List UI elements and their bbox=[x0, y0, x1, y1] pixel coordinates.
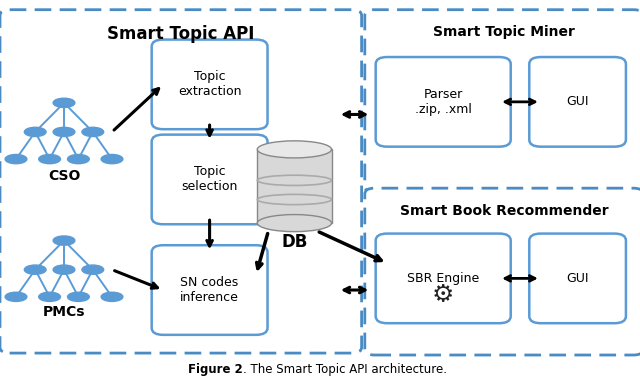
Ellipse shape bbox=[5, 292, 27, 301]
Ellipse shape bbox=[101, 292, 123, 301]
FancyBboxPatch shape bbox=[365, 10, 640, 192]
Text: CSO: CSO bbox=[48, 169, 80, 183]
FancyBboxPatch shape bbox=[152, 245, 268, 335]
FancyBboxPatch shape bbox=[529, 57, 626, 147]
Ellipse shape bbox=[24, 265, 46, 274]
Text: GUI: GUI bbox=[566, 95, 589, 108]
Text: Topic
selection: Topic selection bbox=[181, 165, 238, 194]
Text: Topic
extraction: Topic extraction bbox=[178, 70, 241, 99]
Text: ⚙: ⚙ bbox=[432, 283, 454, 307]
Text: Smart Topic Miner: Smart Topic Miner bbox=[433, 25, 575, 39]
Ellipse shape bbox=[68, 154, 90, 164]
FancyBboxPatch shape bbox=[152, 40, 268, 129]
Ellipse shape bbox=[53, 127, 75, 137]
Ellipse shape bbox=[68, 292, 90, 301]
FancyBboxPatch shape bbox=[0, 10, 362, 353]
FancyBboxPatch shape bbox=[529, 234, 626, 323]
Ellipse shape bbox=[53, 98, 75, 107]
Text: Smart Book Recommender: Smart Book Recommender bbox=[400, 204, 608, 218]
FancyBboxPatch shape bbox=[152, 135, 268, 224]
Text: Figure 2: Figure 2 bbox=[188, 363, 243, 376]
Ellipse shape bbox=[24, 127, 46, 137]
Text: Parser
.zip, .xml: Parser .zip, .xml bbox=[415, 88, 472, 116]
Ellipse shape bbox=[257, 141, 332, 158]
Text: SN codes
inference: SN codes inference bbox=[180, 276, 239, 304]
Text: SBR Engine: SBR Engine bbox=[407, 272, 479, 285]
Ellipse shape bbox=[53, 265, 75, 274]
Text: GUI: GUI bbox=[566, 272, 589, 285]
Text: DB: DB bbox=[281, 233, 308, 251]
Ellipse shape bbox=[257, 215, 332, 232]
Ellipse shape bbox=[53, 236, 75, 245]
Ellipse shape bbox=[39, 154, 61, 164]
Ellipse shape bbox=[82, 265, 104, 274]
Ellipse shape bbox=[39, 292, 61, 301]
FancyBboxPatch shape bbox=[376, 234, 511, 323]
Text: PMCs: PMCs bbox=[43, 305, 85, 319]
FancyBboxPatch shape bbox=[365, 188, 640, 355]
FancyBboxPatch shape bbox=[376, 57, 511, 147]
Text: Smart Topic API: Smart Topic API bbox=[107, 25, 255, 43]
Ellipse shape bbox=[101, 154, 123, 164]
Text: . The Smart Topic API architecture.: . The Smart Topic API architecture. bbox=[243, 363, 447, 376]
Bar bbox=[257, 149, 332, 223]
Ellipse shape bbox=[82, 127, 104, 137]
Ellipse shape bbox=[5, 154, 27, 164]
